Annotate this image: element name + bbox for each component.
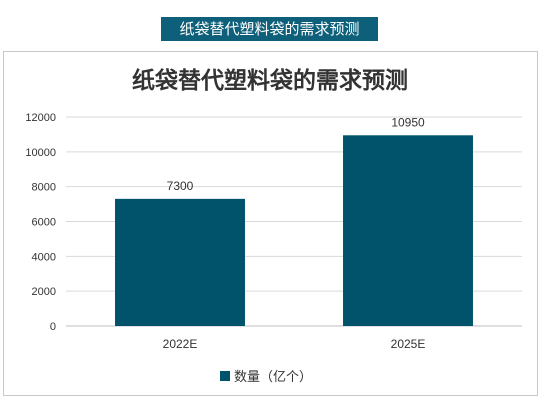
data-labels: 7300 10950 (167, 115, 425, 193)
data-label: 10950 (391, 115, 425, 129)
legend: 数量（亿个） (220, 370, 312, 385)
legend-label: 数量（亿个） (234, 370, 312, 385)
data-label: 7300 (167, 179, 194, 193)
y-tick-label: 4000 (32, 251, 56, 263)
chart-title: 纸袋替代塑料袋的需求预测 (132, 67, 408, 94)
y-axis-ticks: 0 2000 4000 6000 8000 10000 12000 (25, 112, 56, 333)
y-tick-label: 10000 (25, 147, 56, 159)
legend-swatch (220, 371, 230, 381)
x-tick-label: 2025E (391, 337, 426, 351)
y-tick-label: 6000 (32, 217, 56, 229)
y-tick-label: 0 (50, 321, 56, 333)
page-banner: 纸袋替代塑料袋的需求预测 (161, 17, 378, 41)
y-tick-label: 12000 (25, 112, 56, 124)
y-tick-label: 8000 (32, 182, 56, 194)
bar (343, 135, 473, 326)
x-axis-labels: 2022E 2025E (163, 337, 426, 351)
y-tick-label: 2000 (32, 286, 56, 298)
bar (115, 198, 245, 326)
bars (115, 135, 473, 326)
x-tick-label: 2022E (163, 337, 198, 351)
